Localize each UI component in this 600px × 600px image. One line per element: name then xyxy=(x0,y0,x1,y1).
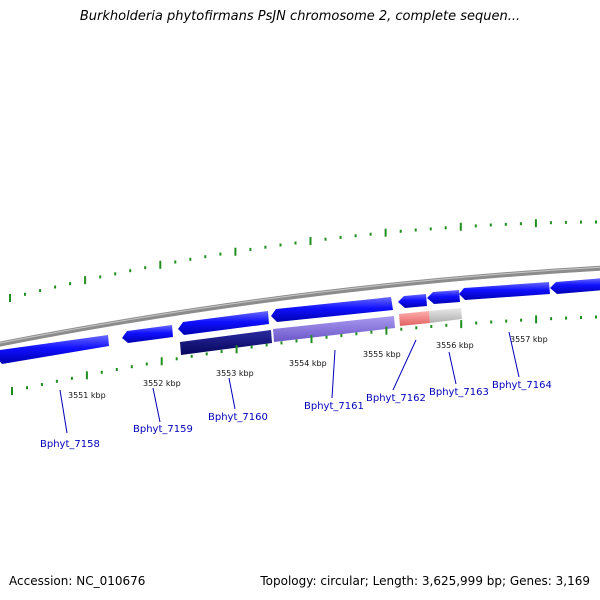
gene-label-bphyt-7161[interactable]: Bphyt_7161 xyxy=(304,401,364,412)
feature-bar-purple[interactable] xyxy=(273,316,395,342)
scale-label: 3556 kbp xyxy=(436,341,474,350)
gene-arrow-bphyt-7164[interactable] xyxy=(459,282,550,300)
gene-arrow-bphyt-7161[interactable] xyxy=(271,297,393,322)
gene-label-bphyt-7160[interactable]: Bphyt_7160 xyxy=(208,412,268,423)
scale-label: 3552 kbp xyxy=(143,379,181,388)
chromosome-backbone-highlight xyxy=(0,266,600,344)
feature-bar-grey[interactable] xyxy=(429,308,462,323)
outer-scale-ticks xyxy=(9,219,597,302)
leader-line xyxy=(59,389,68,434)
gene-arrow-bphyt-7160[interactable] xyxy=(178,311,269,335)
leader-line xyxy=(508,331,520,378)
feature-bar-red[interactable] xyxy=(399,311,430,326)
leader-line xyxy=(448,351,457,385)
leader-line xyxy=(392,339,417,391)
gene-arrow-next[interactable] xyxy=(550,278,600,294)
gene-arrow-bphyt-7163[interactable] xyxy=(427,290,460,304)
accession-text: Accession: NC_010676 xyxy=(9,574,146,588)
leader-line xyxy=(331,349,336,399)
gene-arrow-bphyt-7159[interactable] xyxy=(122,325,173,343)
gene-label-bphyt-7163[interactable]: Bphyt_7163 xyxy=(429,387,489,398)
scale-label: 3555 kbp xyxy=(363,350,401,359)
forward-strand-track xyxy=(0,278,600,364)
gene-arrow-bphyt-7158[interactable] xyxy=(0,335,109,364)
gene-label-bphyt-7159[interactable]: Bphyt_7159 xyxy=(133,424,193,435)
gene-label-bphyt-7158[interactable]: Bphyt_7158 xyxy=(40,439,100,450)
leader-line xyxy=(228,377,236,410)
sequence-summary-text: Topology: circular; Length: 3,625,999 bp… xyxy=(260,574,590,588)
scale-labels: 3551 kbp 3552 kbp 3553 kbp 3554 kbp 3555… xyxy=(68,335,548,400)
map-title: Burkholderia phytofirmans PsJN chromosom… xyxy=(79,9,521,24)
gene-labels: Bphyt_7158 Bphyt_7159 Bphyt_7160 Bphyt_7… xyxy=(40,380,552,450)
gene-arrow-bphyt-7162[interactable] xyxy=(398,294,427,308)
scale-label: 3553 kbp xyxy=(216,369,254,378)
inner-scale-ticks xyxy=(11,315,597,395)
gene-label-leaders xyxy=(59,331,520,434)
scale-label: 3557 kbp xyxy=(510,335,548,344)
chromosome-backbone xyxy=(0,265,600,347)
scale-label: 3551 kbp xyxy=(68,391,106,400)
feature-track xyxy=(180,308,462,355)
gene-label-bphyt-7164[interactable]: Bphyt_7164 xyxy=(492,380,552,391)
feature-bar-dark[interactable] xyxy=(180,330,272,355)
scale-label: 3554 kbp xyxy=(289,359,327,368)
gene-label-bphyt-7162[interactable]: Bphyt_7162 xyxy=(366,393,426,404)
leader-line xyxy=(152,387,161,423)
